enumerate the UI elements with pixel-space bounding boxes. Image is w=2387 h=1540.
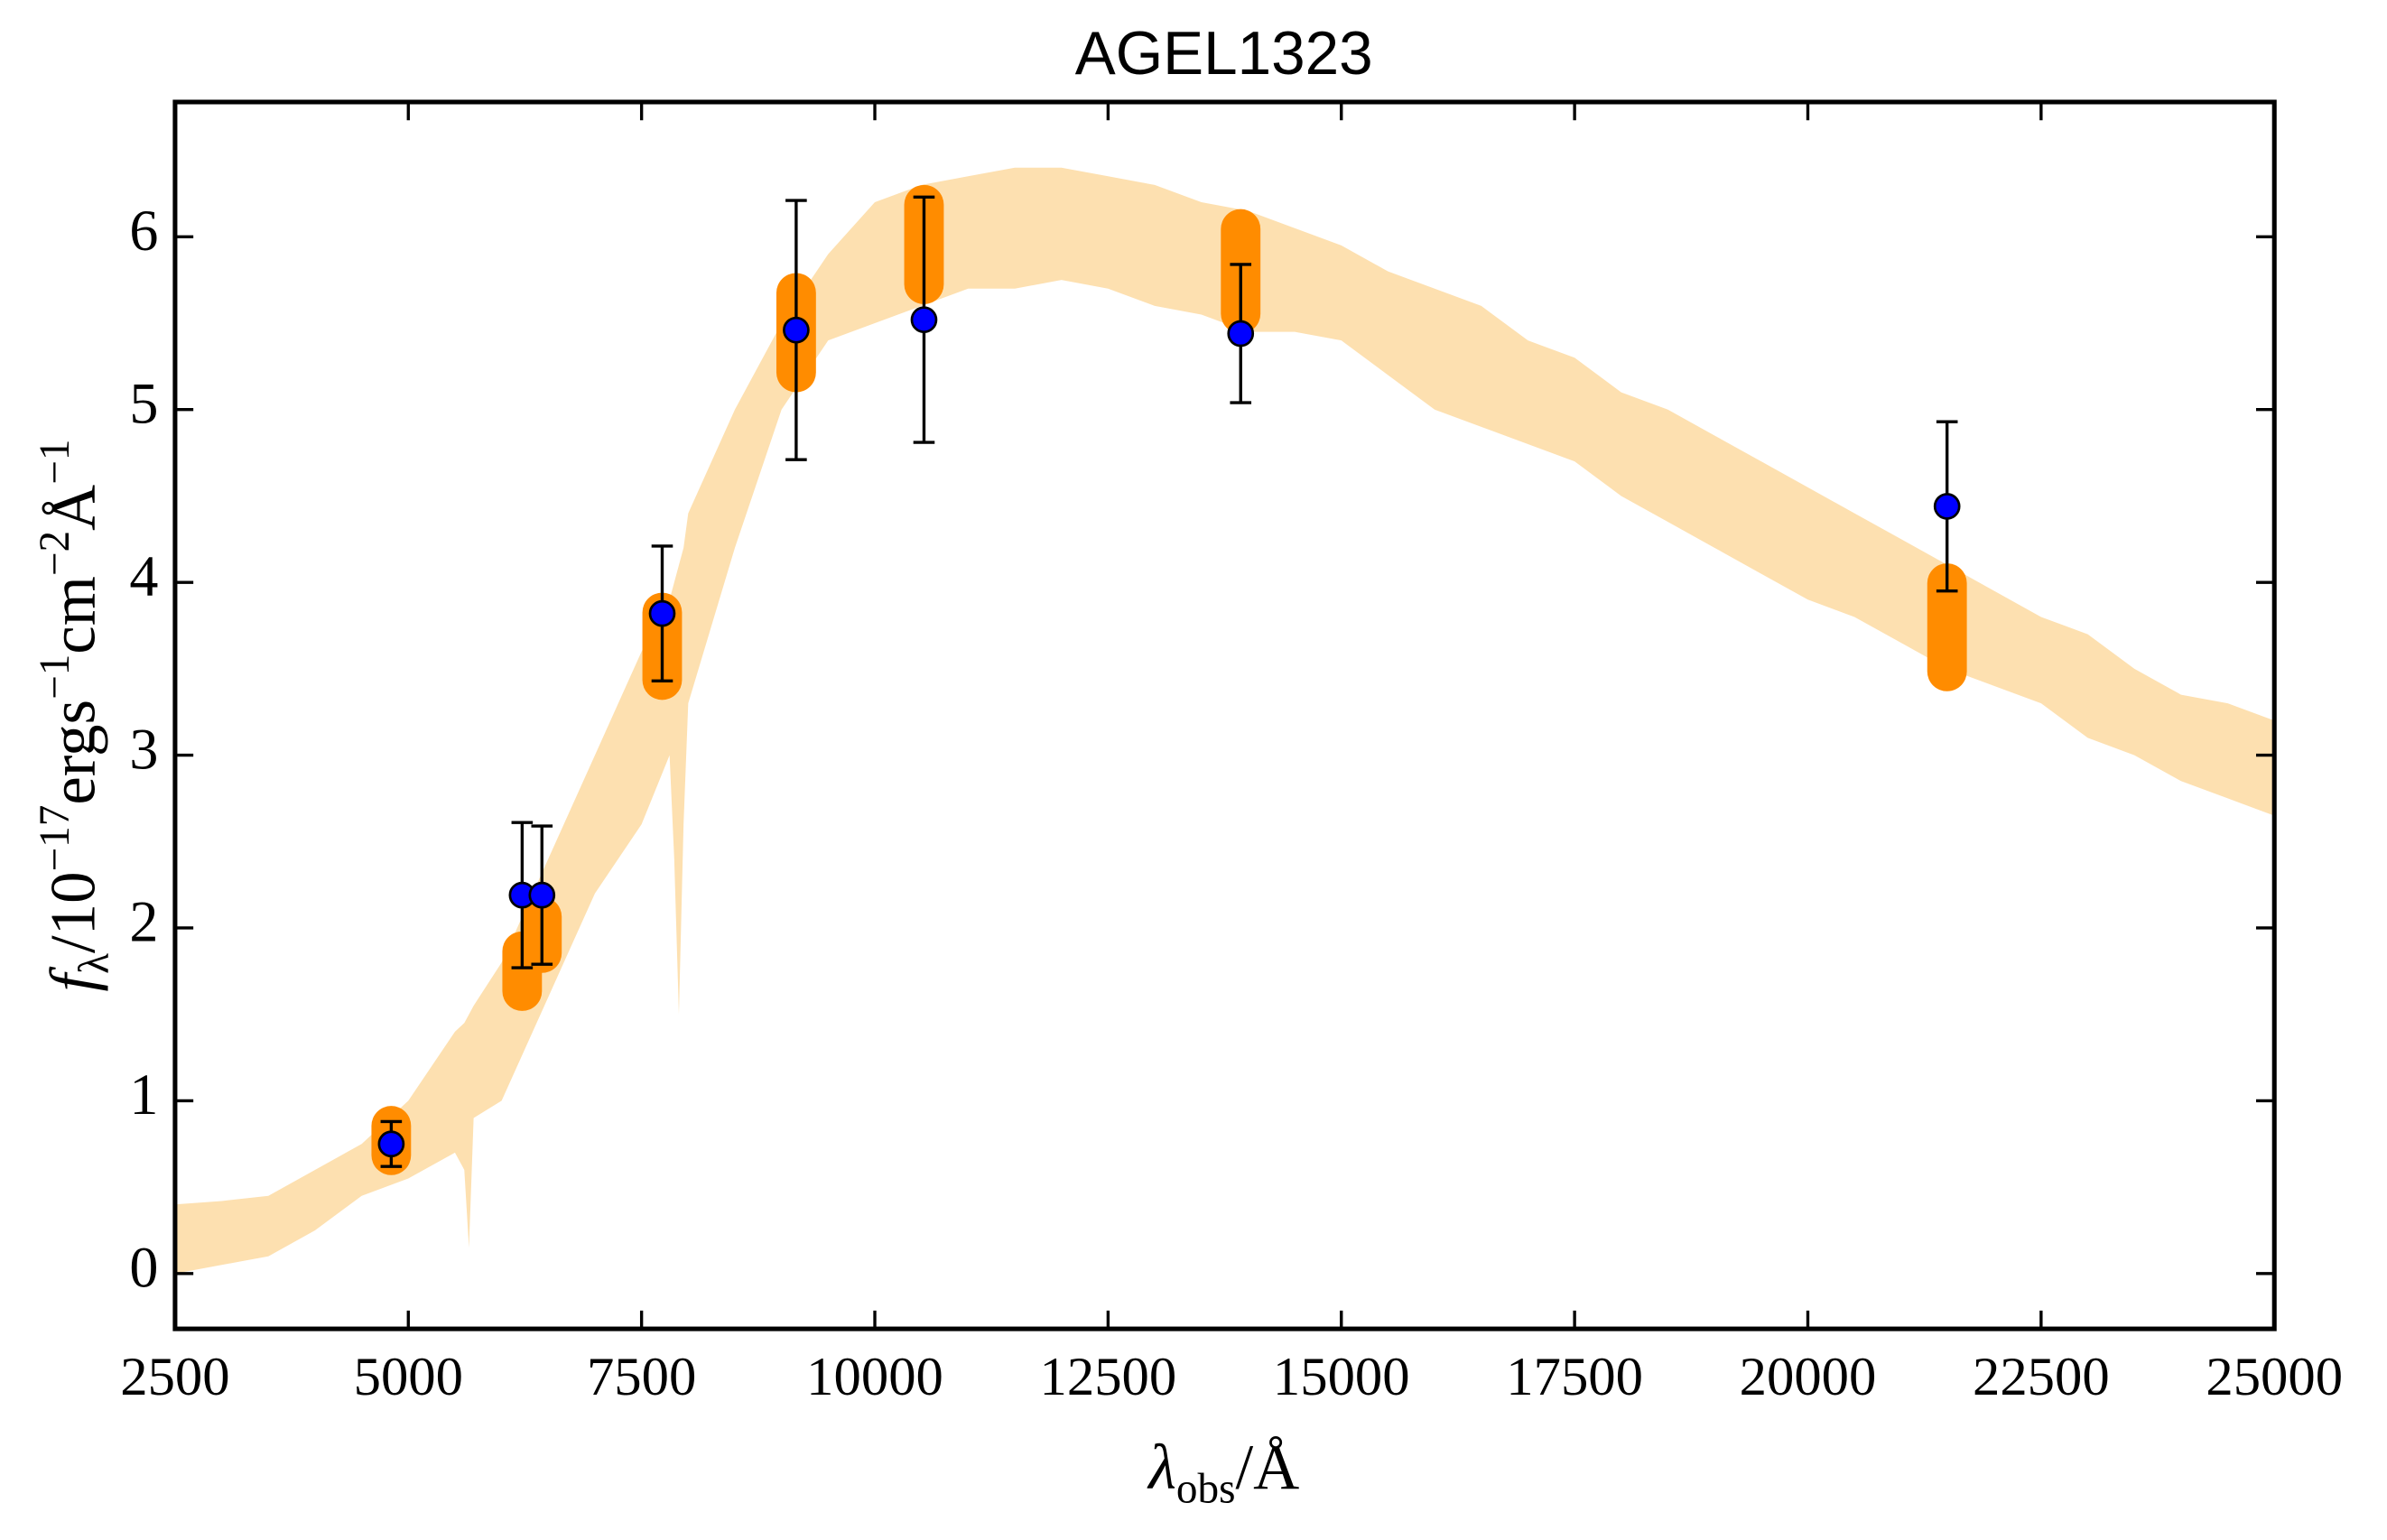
- model-photometry-bar: [1927, 563, 1967, 691]
- x-tick-label: 2500: [120, 1347, 229, 1407]
- label-part: −2: [32, 531, 79, 576]
- x-tick-label: 12500: [1040, 1347, 1177, 1407]
- x-tick-label: 22500: [1973, 1347, 2110, 1407]
- y-tick-label: 0: [129, 1236, 158, 1300]
- data-point: [377, 1130, 405, 1158]
- x-tick-label: 10000: [806, 1347, 943, 1407]
- y-tick-label: 3: [129, 717, 158, 781]
- x-tick-label: 15000: [1273, 1347, 1410, 1407]
- label-part: /10: [39, 871, 109, 953]
- label-part: −17: [32, 805, 79, 872]
- plot-frame: [172, 99, 2277, 1331]
- model-spectrum: [174, 167, 2275, 1274]
- y-tick-label: 2: [129, 890, 158, 954]
- x-tick-label: 17500: [1506, 1347, 1643, 1407]
- data-point: [528, 881, 556, 909]
- label-part: λ: [71, 953, 118, 974]
- x-tick-label: 7500: [587, 1347, 696, 1407]
- y-tick-label: 1: [129, 1062, 158, 1127]
- label-part: −1: [32, 440, 79, 485]
- data-point: [1933, 493, 1961, 520]
- label-part: /Å: [1235, 1433, 1299, 1503]
- x-tick-label: 25000: [2206, 1347, 2343, 1407]
- ylabel-label: fλ/10−17ergs−1cm−2Å−1: [32, 440, 118, 992]
- label-part: obs: [1176, 1465, 1236, 1512]
- chart-title: AGEL1323: [1075, 20, 1373, 88]
- label-part: λ: [1147, 1433, 1176, 1503]
- label-part: −1: [32, 654, 79, 700]
- plot-area: [174, 167, 2275, 1274]
- data-point: [1227, 320, 1255, 348]
- x-tick-label: 20000: [1740, 1347, 1877, 1407]
- data-point: [783, 316, 810, 344]
- data-point: [910, 306, 938, 334]
- x-tick-label: 5000: [354, 1347, 463, 1407]
- xlabel-label: λobs/Å: [1147, 1433, 1299, 1512]
- y-tick-label: 4: [129, 544, 158, 608]
- label-part: ergs: [39, 700, 109, 805]
- label-part: cm: [39, 576, 109, 654]
- y-tick-label: 5: [129, 371, 158, 435]
- data-point: [648, 599, 676, 627]
- label-part: Å: [39, 485, 109, 531]
- y-tick-label: 6: [129, 199, 158, 263]
